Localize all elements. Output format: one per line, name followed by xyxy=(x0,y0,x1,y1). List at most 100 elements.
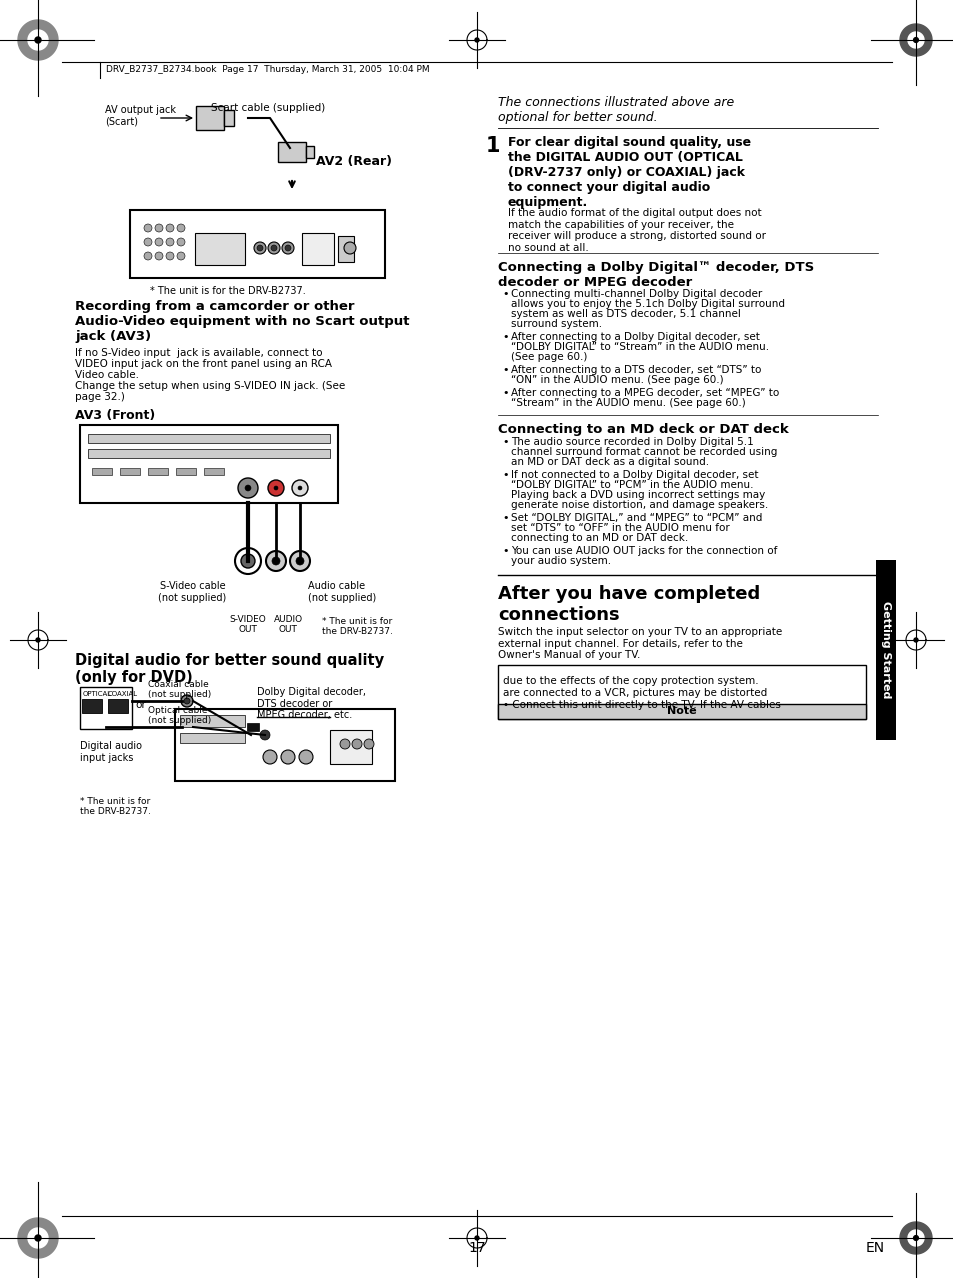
Text: “DOLBY DIGITAL” to “Stream” in the AUDIO menu.: “DOLBY DIGITAL” to “Stream” in the AUDIO… xyxy=(511,343,768,351)
Text: (See page 60.): (See page 60.) xyxy=(511,351,587,362)
Bar xyxy=(80,688,132,728)
Text: Getting Started: Getting Started xyxy=(880,602,890,699)
Text: allows you to enjoy the 5.1ch Dolby Digital surround: allows you to enjoy the 5.1ch Dolby Digi… xyxy=(511,299,784,309)
Circle shape xyxy=(144,238,152,245)
Circle shape xyxy=(352,739,361,749)
Bar xyxy=(497,665,865,720)
Circle shape xyxy=(184,698,190,704)
Text: * The unit is for the DRV-B2737.: * The unit is for the DRV-B2737. xyxy=(150,286,305,296)
Polygon shape xyxy=(475,1236,478,1240)
Text: If not connected to a Dolby Digital decoder, set: If not connected to a Dolby Digital deco… xyxy=(511,470,758,481)
Circle shape xyxy=(274,486,277,489)
Circle shape xyxy=(285,245,291,250)
Bar xyxy=(302,233,334,265)
Circle shape xyxy=(154,238,163,245)
Circle shape xyxy=(260,730,270,740)
Bar xyxy=(175,468,195,475)
Circle shape xyxy=(237,478,257,498)
Text: Change the setup when using S-VIDEO IN jack. (See: Change the setup when using S-VIDEO IN j… xyxy=(75,381,345,391)
Circle shape xyxy=(177,238,185,245)
Circle shape xyxy=(181,721,193,734)
Text: AV3 (Front): AV3 (Front) xyxy=(75,409,155,422)
Text: or: or xyxy=(135,700,146,711)
Text: •: • xyxy=(501,437,508,447)
Circle shape xyxy=(154,224,163,233)
Bar xyxy=(195,106,224,130)
Text: The audio source recorded in Dolby Digital 5.1: The audio source recorded in Dolby Digit… xyxy=(511,437,753,447)
Text: Recording from a camcorder or other
Audio-Video equipment with no Scart output
j: Recording from a camcorder or other Audi… xyxy=(75,300,409,343)
Text: Dolby Digital decoder,
DTS decoder or
MPEG decoder, etc.: Dolby Digital decoder, DTS decoder or MP… xyxy=(256,688,366,721)
Text: Optical cable
(not supplied): Optical cable (not supplied) xyxy=(148,705,211,725)
Text: •: • xyxy=(501,289,508,299)
Text: Connecting to an MD deck or DAT deck: Connecting to an MD deck or DAT deck xyxy=(497,423,788,436)
Text: * The unit is for
the DRV-B2737.: * The unit is for the DRV-B2737. xyxy=(322,617,393,636)
Circle shape xyxy=(177,224,185,233)
Text: generate noise distortion, and damage speakers.: generate noise distortion, and damage sp… xyxy=(511,500,767,510)
Bar xyxy=(330,730,372,764)
Polygon shape xyxy=(913,638,917,642)
Circle shape xyxy=(154,252,163,259)
Polygon shape xyxy=(28,29,48,50)
Bar xyxy=(875,560,895,740)
Bar xyxy=(130,210,385,279)
Text: •: • xyxy=(501,546,508,556)
Circle shape xyxy=(364,739,374,749)
Polygon shape xyxy=(913,37,918,42)
Circle shape xyxy=(297,486,302,489)
Polygon shape xyxy=(907,1229,923,1246)
Text: AV output jack
(Scart): AV output jack (Scart) xyxy=(105,105,175,127)
Text: Audio cable
(not supplied): Audio cable (not supplied) xyxy=(308,581,375,603)
Bar xyxy=(497,704,865,720)
Text: If the audio format of the digital output does not
match the capabilities of you: If the audio format of the digital outpu… xyxy=(507,208,765,253)
Circle shape xyxy=(295,557,304,565)
Text: After connecting to a Dolby Digital decoder, set: After connecting to a Dolby Digital deco… xyxy=(511,332,760,343)
Circle shape xyxy=(166,252,173,259)
Text: Set “DOLBY DIGITAL,” and “MPEG” to “PCM” and: Set “DOLBY DIGITAL,” and “MPEG” to “PCM”… xyxy=(511,512,761,523)
Text: OPTICAL: OPTICAL xyxy=(83,691,112,697)
Text: AV2 (Rear): AV2 (Rear) xyxy=(315,155,392,167)
Text: • Connect this unit directly to the TV. If the AV cables: • Connect this unit directly to the TV. … xyxy=(502,700,781,711)
Circle shape xyxy=(166,238,173,245)
Text: your audio system.: your audio system. xyxy=(511,556,611,566)
Polygon shape xyxy=(475,38,478,42)
Text: The connections illustrated above are
optional for better sound.: The connections illustrated above are op… xyxy=(497,96,734,124)
Text: Connecting multi-channel Dolby Digital decoder: Connecting multi-channel Dolby Digital d… xyxy=(511,289,761,299)
Bar xyxy=(82,699,102,713)
Circle shape xyxy=(177,252,185,259)
Text: are connected to a VCR, pictures may be distorted: are connected to a VCR, pictures may be … xyxy=(502,688,766,698)
Circle shape xyxy=(268,481,284,496)
Bar xyxy=(224,110,233,127)
Polygon shape xyxy=(36,638,40,642)
Text: After connecting to a MPEG decoder, set “MPEG” to: After connecting to a MPEG decoder, set … xyxy=(511,389,779,397)
Text: 17: 17 xyxy=(468,1241,485,1255)
Bar xyxy=(180,714,245,727)
Text: After you have completed
connections: After you have completed connections xyxy=(497,585,760,624)
Text: “DOLBY DIGITAL” to “PCM” in the AUDIO menu.: “DOLBY DIGITAL” to “PCM” in the AUDIO me… xyxy=(511,481,753,489)
Bar xyxy=(148,468,168,475)
Circle shape xyxy=(256,245,263,250)
Circle shape xyxy=(234,548,261,574)
Text: S-Video cable
(not supplied): S-Video cable (not supplied) xyxy=(157,581,226,603)
Text: set “DTS” to “OFF” in the AUDIO menu for: set “DTS” to “OFF” in the AUDIO menu for xyxy=(511,523,729,533)
Bar xyxy=(306,146,314,158)
Circle shape xyxy=(292,481,308,496)
Circle shape xyxy=(339,739,350,749)
Bar xyxy=(120,468,140,475)
Text: Digital audio for better sound quality
(only for DVD): Digital audio for better sound quality (… xyxy=(75,653,384,685)
Text: surround system.: surround system. xyxy=(511,320,601,328)
Bar xyxy=(88,449,330,458)
Text: •: • xyxy=(501,389,508,397)
Circle shape xyxy=(144,224,152,233)
Bar xyxy=(277,142,306,162)
Circle shape xyxy=(241,553,254,567)
Text: If no S-Video input  jack is available, connect to: If no S-Video input jack is available, c… xyxy=(75,348,322,358)
Bar xyxy=(297,714,326,721)
Circle shape xyxy=(271,245,276,250)
Text: Playing back a DVD using incorrect settings may: Playing back a DVD using incorrect setti… xyxy=(511,489,764,500)
Bar xyxy=(88,435,330,443)
Bar xyxy=(108,699,128,713)
Circle shape xyxy=(253,242,266,254)
Circle shape xyxy=(344,242,355,254)
Text: COAXIAL: COAXIAL xyxy=(108,691,138,697)
Bar xyxy=(262,714,290,721)
